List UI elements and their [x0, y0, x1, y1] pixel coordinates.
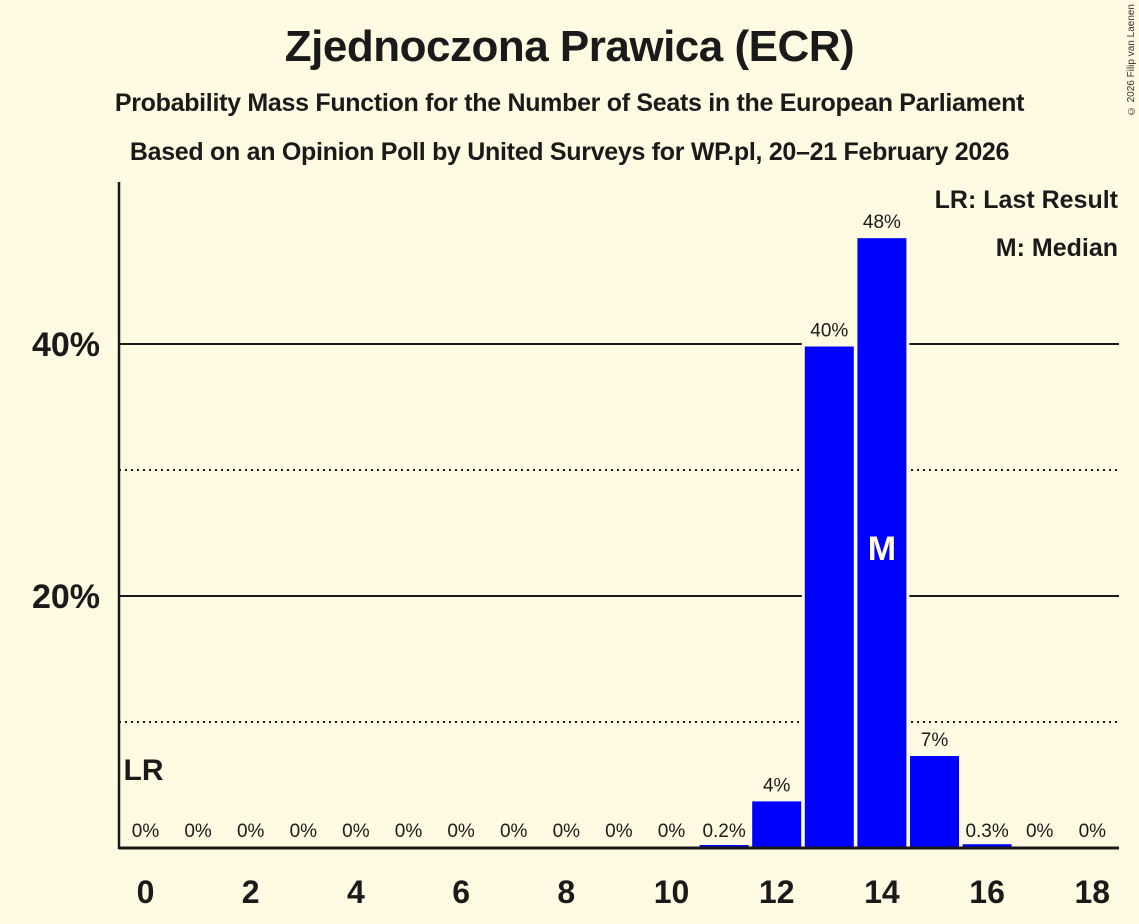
x-tick-label: 6: [452, 874, 470, 910]
x-tick-label: 18: [1075, 874, 1111, 910]
legend-median: M: Median: [995, 234, 1118, 262]
y-tick-label: 40%: [32, 326, 100, 364]
value-label: 0.2%: [702, 821, 745, 842]
bar-seat-12: [752, 801, 802, 848]
value-label: 7%: [921, 730, 949, 751]
x-tick-label: 14: [864, 874, 900, 910]
value-label: 0.3%: [965, 821, 1008, 842]
chart-source: Based on an Opinion Poll by United Surve…: [129, 138, 1010, 166]
value-label: 0%: [237, 821, 265, 842]
x-tick-label: 16: [969, 874, 1005, 910]
median-marker: M: [868, 530, 896, 568]
x-tick-label: 0: [137, 874, 155, 910]
x-tick-label: 10: [654, 874, 690, 910]
value-label: 0%: [553, 821, 581, 842]
x-tick-label: 12: [759, 874, 795, 910]
x-tick-label: 4: [347, 874, 365, 910]
value-label: 0%: [500, 821, 528, 842]
chart-title: Zjednoczona Prawica (ECR): [284, 22, 855, 71]
x-tick-label: 8: [557, 874, 575, 910]
bar-seat-16: [962, 844, 1012, 848]
y-tick-label: 20%: [32, 578, 100, 616]
bar-gap: [959, 840, 1015, 848]
chart-subtitle: Probability Mass Function for the Number…: [114, 89, 1025, 117]
value-label: 0%: [395, 821, 423, 842]
legend-last-result: LR: Last Result: [934, 186, 1118, 214]
value-label: 0%: [1026, 821, 1054, 842]
value-label: 40%: [810, 321, 848, 342]
value-label: 0%: [342, 821, 370, 842]
last-result-marker: LR: [124, 754, 164, 787]
value-label: 0%: [658, 821, 686, 842]
bar-gap: [696, 841, 752, 848]
value-label: 4%: [763, 775, 791, 796]
value-label: 0%: [290, 821, 318, 842]
value-label: 0%: [184, 821, 212, 842]
value-label: 48%: [863, 212, 901, 233]
value-label: 0%: [132, 821, 160, 842]
bar-seat-14: [857, 238, 907, 848]
x-tick-label: 2: [242, 874, 260, 910]
bar-seat-13: [804, 346, 854, 848]
value-label: 0%: [605, 821, 633, 842]
value-label: 0%: [447, 821, 475, 842]
bar-seat-15: [910, 756, 959, 848]
value-label: 0%: [1079, 821, 1107, 842]
